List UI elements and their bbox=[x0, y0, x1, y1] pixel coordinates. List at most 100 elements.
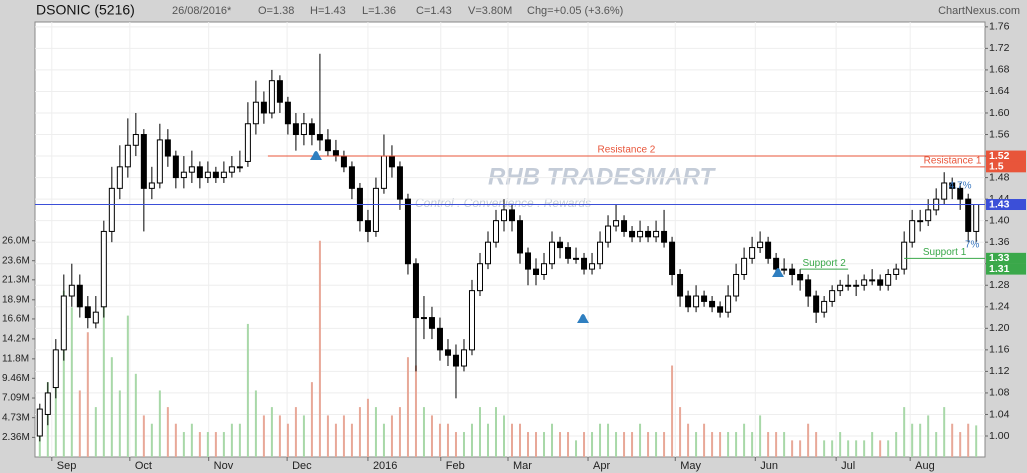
candle-body bbox=[685, 295, 692, 308]
volume-bar bbox=[238, 423, 241, 457]
candle-body bbox=[276, 80, 283, 103]
volume-bar bbox=[350, 423, 353, 457]
candle-body bbox=[973, 204, 980, 232]
alerts bbox=[310, 151, 784, 323]
volume-bar bbox=[182, 432, 185, 457]
candle-body bbox=[869, 279, 876, 282]
volume-bar bbox=[687, 423, 690, 457]
candle-body bbox=[212, 171, 219, 179]
candle-body bbox=[108, 187, 115, 232]
candle-body bbox=[901, 241, 908, 270]
candle-body bbox=[877, 279, 884, 286]
candle-body bbox=[957, 187, 964, 200]
candle-body bbox=[372, 187, 379, 232]
volume-bar bbox=[759, 415, 762, 457]
alert-icon bbox=[772, 268, 784, 277]
y-tick-label: 1.68 bbox=[989, 64, 1010, 76]
volume-bar bbox=[951, 423, 954, 457]
volume-bar bbox=[174, 423, 177, 457]
volume-bar bbox=[855, 440, 858, 457]
candle-body bbox=[164, 139, 171, 157]
source: ChartNexus.com bbox=[938, 5, 1020, 17]
candle-body bbox=[829, 290, 836, 302]
candle-body bbox=[621, 220, 628, 232]
candle-body bbox=[348, 166, 355, 189]
candle-body bbox=[541, 263, 548, 275]
candle-body bbox=[949, 182, 956, 189]
candle-body bbox=[140, 134, 147, 189]
y-tick-label: 1.16 bbox=[989, 344, 1010, 356]
volume-bar bbox=[414, 365, 417, 457]
candle-body bbox=[941, 182, 948, 200]
y-tick-label: 1.48 bbox=[989, 171, 1010, 183]
volume-bar bbox=[326, 415, 329, 457]
candle-body bbox=[925, 209, 932, 222]
candle-body bbox=[773, 257, 780, 270]
volume-bar bbox=[206, 432, 209, 457]
volume-bar bbox=[142, 415, 145, 457]
candle-body bbox=[404, 198, 411, 265]
candle-body bbox=[284, 101, 291, 125]
y2-tick-label: 18.9M bbox=[2, 294, 30, 305]
level-label: Support 2 bbox=[802, 258, 846, 269]
candle-body bbox=[565, 247, 572, 259]
candle-body bbox=[789, 268, 796, 275]
volume-bar bbox=[318, 240, 321, 457]
candle-body bbox=[965, 198, 972, 232]
candle-body bbox=[805, 279, 812, 297]
volume-bar bbox=[438, 423, 441, 457]
candle-body bbox=[428, 317, 435, 329]
candle-body bbox=[132, 134, 139, 146]
volume-bar bbox=[591, 432, 594, 457]
candle-body bbox=[340, 155, 347, 168]
volume-bar bbox=[246, 323, 249, 457]
y2-tick-label: 23.6M bbox=[2, 255, 30, 266]
level-label: Support 1 bbox=[923, 247, 967, 258]
candle-body bbox=[709, 300, 716, 308]
volume-bar bbox=[783, 432, 786, 457]
candle-body bbox=[597, 241, 604, 265]
candle-body bbox=[268, 80, 275, 114]
candle-body bbox=[252, 101, 259, 125]
candle-body bbox=[44, 392, 51, 415]
candle-body bbox=[813, 295, 820, 313]
volume-bar bbox=[390, 415, 393, 457]
candle-body bbox=[324, 139, 331, 152]
volume-bar bbox=[879, 440, 882, 457]
volume-bar bbox=[462, 432, 465, 457]
quote-info: H=1.43 bbox=[310, 5, 346, 17]
volume-bar bbox=[959, 432, 962, 457]
candle-body bbox=[204, 171, 211, 179]
volume-bar bbox=[478, 407, 481, 457]
candle-body bbox=[308, 123, 315, 136]
volume-bar bbox=[575, 440, 578, 457]
volume-bar bbox=[454, 432, 457, 457]
volume-bar bbox=[767, 432, 770, 457]
candle-body bbox=[68, 284, 75, 297]
candle-body bbox=[797, 273, 804, 281]
candle-body bbox=[116, 166, 123, 189]
y-tick-label: 1.40 bbox=[989, 214, 1010, 226]
x-tick-label: Mar bbox=[513, 460, 532, 472]
candle-body bbox=[412, 263, 419, 319]
volume-bar bbox=[62, 290, 65, 457]
candle-body bbox=[717, 306, 724, 313]
volume-bar bbox=[935, 432, 938, 457]
candle-body bbox=[180, 171, 187, 179]
volume-bar bbox=[342, 415, 345, 457]
level-badge bbox=[986, 150, 1026, 162]
volume-bar bbox=[807, 423, 810, 457]
candle-body bbox=[653, 230, 660, 238]
candle-body bbox=[909, 220, 916, 243]
level-label: Resistance 2 bbox=[598, 145, 656, 156]
volume-bar bbox=[839, 432, 842, 457]
annotation: 4.7% bbox=[949, 180, 972, 191]
volume-bar bbox=[543, 432, 546, 457]
volume-bar bbox=[663, 432, 666, 457]
volume-bar bbox=[559, 432, 562, 457]
volume-bar bbox=[743, 423, 746, 457]
y-tick-label: 1.24 bbox=[989, 301, 1010, 313]
level-badge bbox=[986, 263, 1026, 275]
volume-bar bbox=[639, 423, 642, 457]
volume-bar bbox=[903, 407, 906, 457]
